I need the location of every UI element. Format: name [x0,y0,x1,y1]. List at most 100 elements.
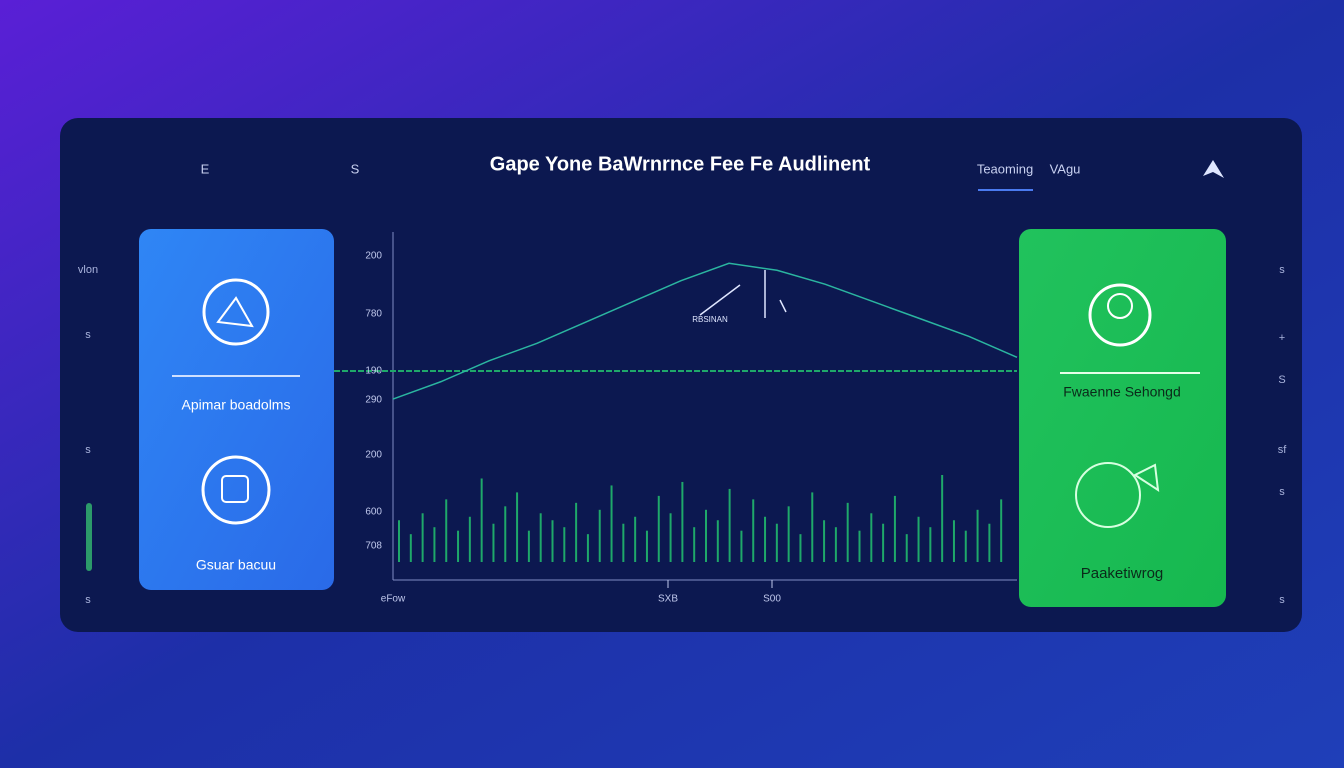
bar [492,523,495,562]
bar [988,523,991,562]
y-tick-label: 200 [365,251,382,262]
bar [952,520,955,562]
bar [610,485,613,562]
y-tick-label: 290 [365,395,382,406]
card-left[interactable] [139,229,334,590]
bar [716,520,719,562]
annotation: RBSINAN [692,315,728,324]
bar [563,527,566,562]
bar [516,492,519,562]
bar [834,527,837,562]
card-right[interactable] [1019,229,1226,607]
side-icon: sf [1278,444,1288,456]
bar [445,499,448,562]
x-tick-label: SXB [658,594,678,605]
bar [775,523,778,562]
annotation-mark [699,270,787,318]
bar [657,495,660,562]
icon [202,278,270,346]
bar [728,488,731,562]
bar [586,534,589,562]
bar [598,509,601,562]
icon [201,455,271,525]
icon [1088,283,1152,347]
bar [634,516,637,562]
bar [929,527,932,562]
y-tick-label: 200 [365,450,382,461]
bar [740,530,743,562]
bar [870,513,873,562]
bar [681,481,684,562]
panel [60,118,1302,632]
side-icon: s [1279,264,1285,276]
bar [398,520,400,562]
side-icon: s [85,329,91,341]
bar [1000,499,1003,562]
side-icon: S [1278,374,1285,386]
y-tick-label: 780 [365,309,382,320]
tab[interactable]: Teaoming [977,161,1033,176]
bar [409,534,412,562]
bar [917,516,920,562]
bar [787,506,790,562]
tab[interactable]: VAgu [1050,161,1081,176]
chart: 200 780 190 290 200 600 708 eFow SXB S00 RBSINAN [334,232,1018,605]
card-label: Fwaenne Sehongd [1063,384,1181,400]
icon [221,475,249,503]
icon [216,296,254,328]
bar [457,530,460,562]
bar [941,475,944,562]
bar [705,509,707,562]
card-label: Gsuar bacuu [196,557,276,573]
bar [468,516,471,562]
bar [893,495,896,562]
side-icon: s [1279,486,1285,498]
bar [858,530,861,562]
bar [964,530,967,562]
bar [539,513,542,562]
bar [504,506,507,562]
x-tick-label: eFow [381,594,406,605]
icon[interactable] [1203,160,1224,178]
bar [433,527,436,562]
bar [527,530,530,562]
bar [905,534,908,562]
icon [1107,293,1133,319]
side-icon: s [85,444,91,456]
side-icon: + [1279,332,1285,344]
icon [1075,462,1141,528]
card-label: Paaketiwrog [1081,565,1164,582]
line [392,262,1018,400]
bar [551,520,554,562]
bar [846,502,849,562]
bar [693,527,696,562]
side-icon: s [85,594,91,606]
side-icon: vlon [78,264,98,276]
side-icon: s [1279,594,1285,606]
bar [799,534,802,562]
header-item[interactable]: S [351,161,360,176]
header-item[interactable]: E [201,161,210,176]
title: Gape Yone BaWrnrnce Fee Fe Audlinent [490,153,871,175]
bar [976,509,979,562]
bar [882,523,885,562]
x-tick-label: S00 [763,594,781,605]
bar [752,499,755,562]
card-label: Apimar boadolms [182,397,291,413]
bar [811,492,814,562]
bar [575,502,578,562]
bar [622,523,625,562]
icon [1132,463,1160,493]
slider [86,503,92,571]
bar [421,513,424,562]
bar [764,516,767,562]
bar [823,520,826,562]
bar [480,478,483,562]
y-tick-label: 190 [365,366,382,377]
side-icons: vlon s s s s + Ssf s s [78,264,1287,606]
bar [645,530,648,562]
y-tick-label: 600 [365,507,382,518]
y-tick-label: 708 [365,541,382,552]
bar [669,513,672,562]
